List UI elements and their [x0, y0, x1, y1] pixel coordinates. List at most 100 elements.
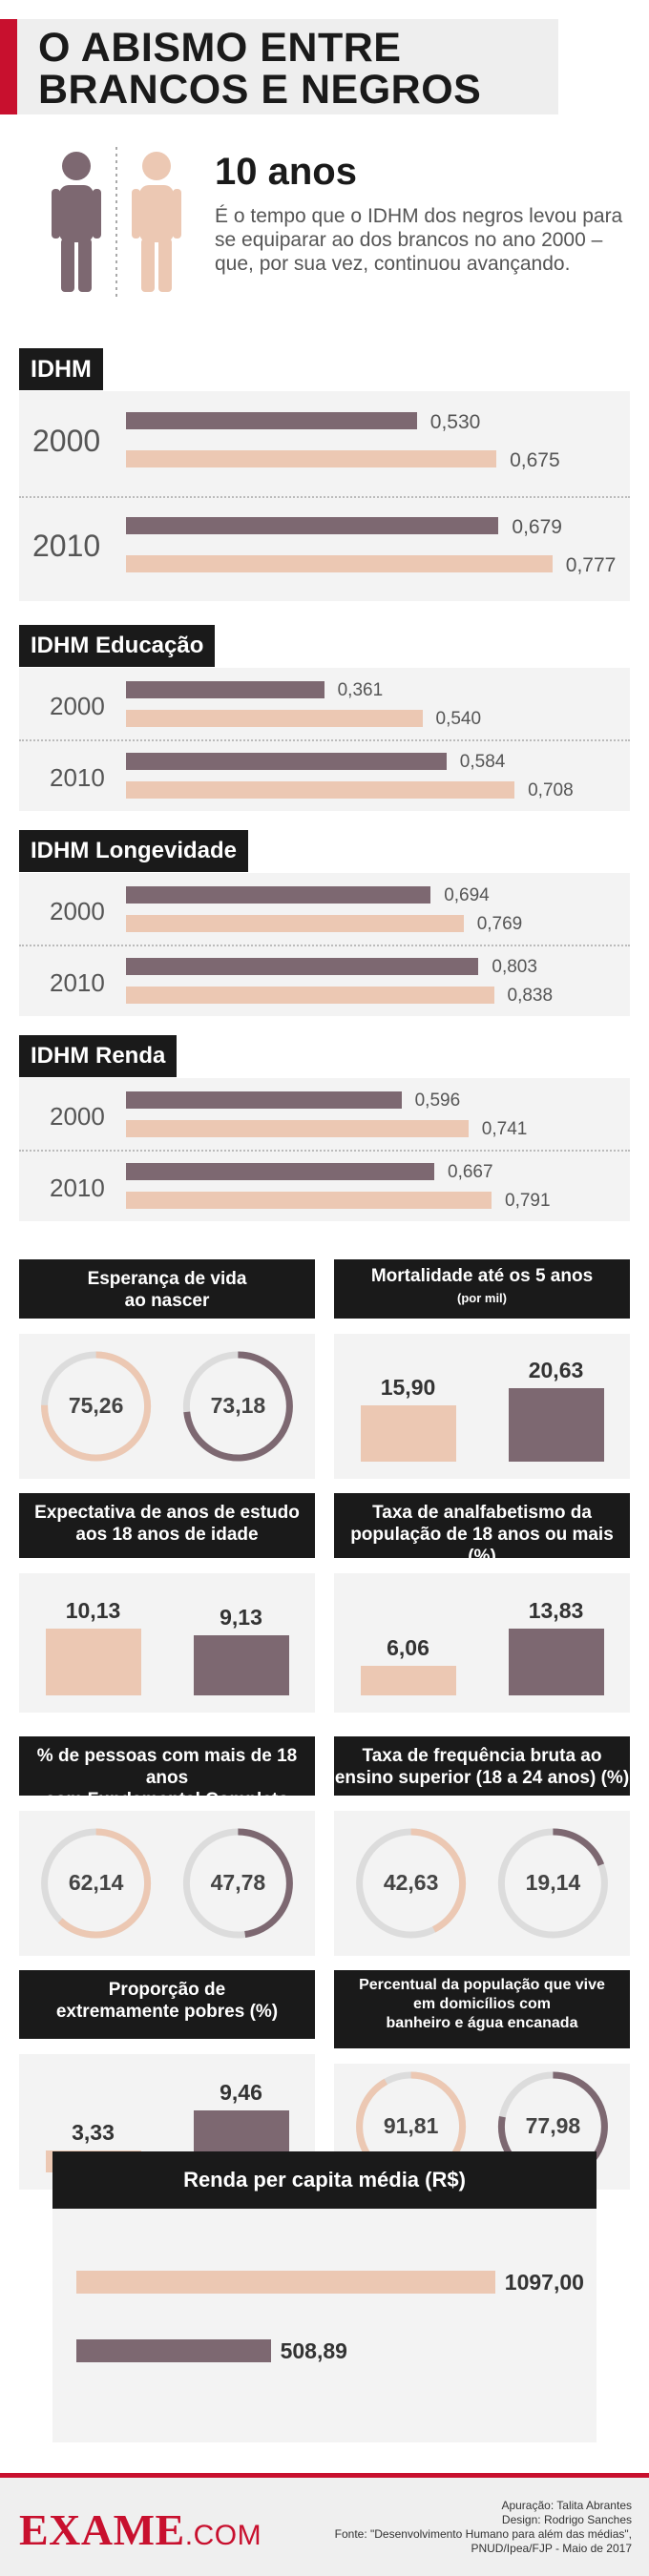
ring-value-label: 91,81: [383, 2113, 439, 2138]
ring-value-label: 19,14: [525, 1870, 581, 1895]
ring-arc-brancos: [41, 1828, 152, 1939]
bar-brancos: [126, 450, 497, 467]
ring-value-label: 77,98: [525, 2113, 581, 2138]
footer: EXAME.COM Apuração: Talita Abrantes Desi…: [0, 2473, 649, 2576]
card-body: 10,13 9,13: [19, 1573, 315, 1713]
card-header: Taxa de frequência bruta ao ensino superi…: [334, 1736, 630, 1796]
bar-value-label: 0,530: [429, 411, 481, 433]
card-title-line: Proporção de: [108, 1980, 226, 2000]
stat-card: Mortalidade até os 5 anos (por mil) 15,90 2…: [334, 1259, 630, 1479]
page-title: O abismo entre brancos e negros: [38, 27, 481, 111]
bar-brancos: [126, 915, 464, 932]
year-label: 2010: [50, 763, 105, 792]
card-header: % de pessoas com mais de 18 anos com Fund…: [19, 1736, 315, 1810]
bar-brancos: [126, 1120, 469, 1137]
ring-value-label: 47,78: [210, 1870, 266, 1895]
bar-value-label: 0,694: [444, 885, 490, 905]
card-body: 15,90 20,63: [334, 1334, 630, 1479]
row-divider: [19, 1150, 630, 1152]
bar-value-label: 0,361: [337, 680, 384, 700]
column-value-label: 13,83: [528, 1597, 584, 1623]
column-brancos: [45, 1629, 141, 1695]
title-box: O abismo entre brancos e negros: [0, 19, 558, 114]
column-brancos: [360, 1666, 456, 1695]
card-header: Percentual da população que vive em domic…: [334, 1970, 630, 2048]
bar-value-label: 0,679: [512, 516, 562, 538]
card-title-line: com Fundamental Completo: [45, 1790, 289, 1810]
bar-value-label: 0,803: [492, 957, 537, 977]
intro-heading: 10 anos: [215, 151, 357, 193]
bar-value-label: 0,791: [505, 1191, 551, 1211]
row-divider: [19, 945, 630, 946]
bar-value-label: 0,741: [481, 1119, 528, 1139]
column-value-label: 3,33: [72, 2120, 115, 2146]
exame-logo: EXAME.COM: [19, 2504, 262, 2555]
bar-value-label: 0,596: [414, 1091, 461, 1111]
bar-value-label: 0,584: [459, 752, 506, 772]
bar-value-label: 0,708: [528, 780, 574, 800]
intro-text: É o tempo que o IDHM dos negros levou pa…: [215, 205, 623, 275]
card-title-line: extremamente pobres (%): [55, 2002, 279, 2022]
card-body: 6,06 13,83: [334, 1573, 630, 1713]
section-panel: 2000 0,361 0,540 2010 0,584 0,708: [19, 668, 630, 811]
bar-brancos: [126, 555, 553, 572]
card-title-line: ensino superior (18 a 24 anos) (%): [334, 1768, 630, 1788]
bar-brancos: [126, 781, 515, 799]
year-label: 2010: [32, 529, 101, 563]
card-title-line: Percentual da população que vive: [359, 1977, 605, 1993]
card-body: 62,14 47,78: [19, 1811, 315, 1956]
person-negro-icon: [52, 152, 101, 292]
intro: 10 anos É o tempo que o IDHM dos negros …: [0, 143, 649, 305]
bar-negros: [126, 1091, 402, 1109]
section-panel: 2000 0,694 0,769 2010 0,803 0,838: [19, 873, 630, 1016]
section-title: IDHM Longevidade: [19, 830, 249, 872]
column-negros: [193, 1634, 289, 1695]
column-value-label: 6,06: [387, 1635, 429, 1661]
year-label: 2000: [50, 692, 105, 720]
card-title-line: Expectativa de anos de estudo: [34, 1503, 300, 1523]
bar-negros: [126, 958, 479, 975]
card-body: 75,26 73,18: [19, 1334, 315, 1479]
ring-value-label: 75,26: [68, 1393, 124, 1418]
column-value-label: 20,63: [528, 1358, 584, 1383]
bar-negros: [126, 412, 417, 429]
row-divider: [19, 739, 630, 741]
card-subtitle: (por mil): [457, 1291, 507, 1305]
stat-card: Expectativa de anos de estudo aos 18 anos…: [19, 1493, 315, 1713]
section-panel: 2000 0,530 0,675 2010 0,679 0,777: [19, 391, 630, 601]
bar-value-label: 0,769: [476, 914, 523, 934]
bar-negros: [126, 681, 324, 698]
column-value-label: 10,13: [65, 1598, 121, 1623]
stat-card: Taxa de frequência bruta ao ensino superi…: [334, 1736, 630, 1956]
section-title: IDHM Educação: [19, 625, 216, 667]
year-label: 2000: [50, 897, 105, 925]
bar-value-label: 0,540: [435, 709, 482, 729]
year-label: 2000: [50, 1102, 105, 1131]
year-label: 2000: [32, 424, 101, 458]
bar-value-label: 0,667: [448, 1162, 493, 1182]
column-value-label: 9,13: [220, 1604, 262, 1630]
column-negros: [508, 1388, 604, 1462]
renda-card: Renda per capita média (R$) 1097,00 508,8…: [52, 2151, 597, 2442]
section-title: IDHM Renda: [19, 1035, 178, 1077]
card-header: Esperança de vida ao nascer: [19, 1259, 315, 1319]
card-title-line: ao nascer: [124, 1291, 210, 1311]
ring-arc-negros: [497, 1828, 608, 1939]
card-title-line: aos 18 anos de idade: [75, 1525, 259, 1545]
card-header: Mortalidade até os 5 anos (por mil): [334, 1259, 630, 1319]
bar-value-label: 0,777: [565, 554, 617, 576]
bar-negros: [126, 517, 499, 534]
renda-body: 1097,00 508,89: [52, 2209, 597, 2442]
credit-line: Apuração: Talita Abrantes: [501, 2499, 632, 2512]
logo-suffix: .COM: [184, 2520, 262, 2551]
ring-value-label: 73,18: [210, 1393, 266, 1418]
credit-line: Design: Rodrigo Sanches: [501, 2513, 632, 2526]
stat-card: % de pessoas com mais de 18 anos com Fund…: [19, 1736, 315, 1956]
credit-line: PNUD/Ipea/FJP - Maio de 2017: [471, 2542, 632, 2555]
card-title-line: Esperança de vida: [87, 1269, 247, 1289]
card-header: Expectativa de anos de estudo aos 18 anos…: [19, 1493, 315, 1558]
card-title-line: % de pessoas com mais de 18 anos: [36, 1746, 298, 1788]
ring-arc-negros: [182, 1828, 293, 1939]
renda-bar-negros: [76, 2339, 271, 2362]
ring-arc-brancos: [356, 1828, 467, 1939]
